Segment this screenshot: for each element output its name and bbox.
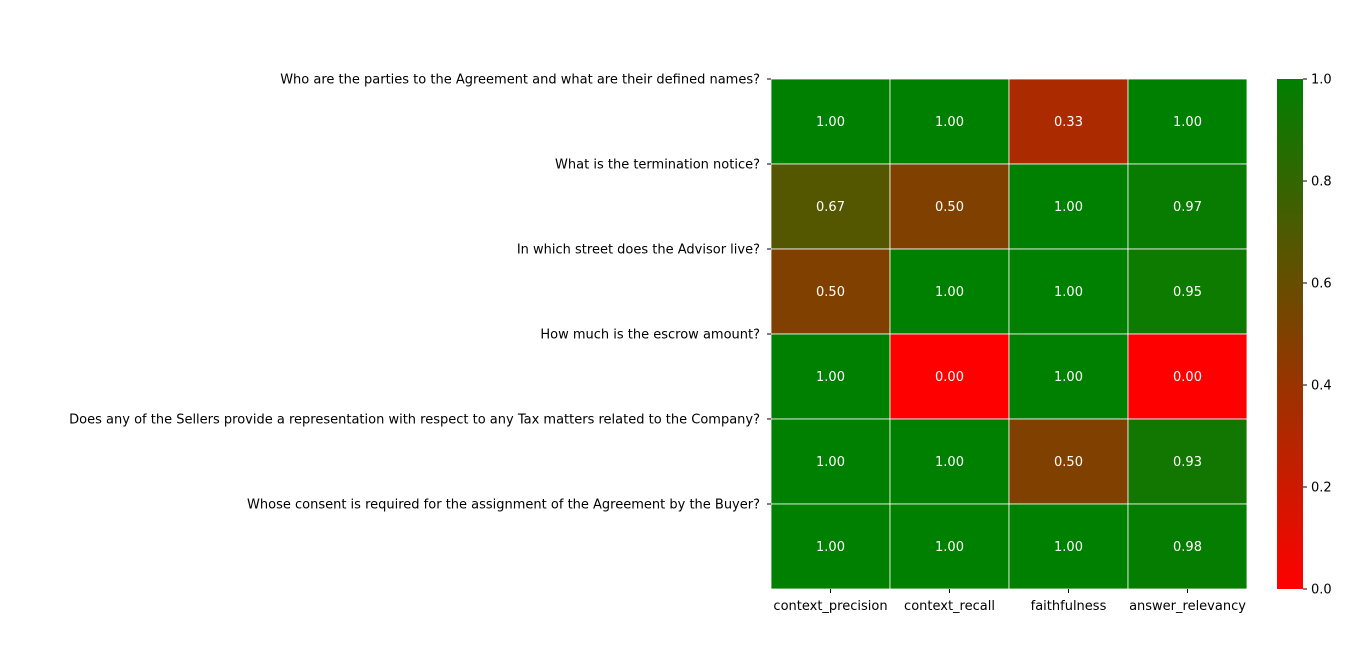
heatmap-cell bbox=[770, 163, 891, 250]
colorbar-tick-label: 0.2 bbox=[1311, 481, 1332, 496]
heatmap-cell bbox=[1008, 78, 1129, 165]
heatmap-cell bbox=[1008, 418, 1129, 505]
cell-value-label: 0.50 bbox=[1054, 455, 1083, 470]
cell-value-label: 1.00 bbox=[1054, 370, 1083, 385]
y-tick-label: Whose consent is required for the assign… bbox=[247, 498, 760, 513]
x-axis: context_precision context_recall faithfuln… bbox=[773, 589, 1246, 614]
cell-value-label: 0.00 bbox=[1173, 370, 1202, 385]
cell-value-label: 1.00 bbox=[935, 540, 964, 555]
cell-value-label: 0.67 bbox=[816, 200, 845, 215]
y-tick-label: How much is the escrow amount? bbox=[540, 328, 760, 343]
cell-value-label: 0.50 bbox=[816, 285, 845, 300]
heatmap-cell bbox=[889, 418, 1010, 505]
x-tick-label: answer_relevancy bbox=[1129, 599, 1246, 614]
heatmap-cell bbox=[770, 418, 891, 505]
colorbar-gradient bbox=[1277, 79, 1303, 589]
y-axis: Who are the parties to the Agreement and… bbox=[69, 73, 771, 513]
x-tick-label: faithfulness bbox=[1031, 599, 1107, 614]
heatmap-cell bbox=[889, 503, 1010, 590]
cell-value-label: 1.00 bbox=[816, 115, 845, 130]
cell-value-label: 1.00 bbox=[816, 540, 845, 555]
cell-value-label: 1.00 bbox=[1054, 540, 1083, 555]
heatmap-cells bbox=[770, 78, 1248, 590]
heatmap-cell bbox=[770, 78, 891, 165]
cell-value-label: 1.00 bbox=[1054, 200, 1083, 215]
x-tick-label: context_precision bbox=[773, 599, 887, 614]
heatmap-cell bbox=[1127, 78, 1248, 165]
cell-value-label: 1.00 bbox=[816, 370, 845, 385]
colorbar: 0.0 0.2 0.4 0.6 0.8 1.0 bbox=[1277, 73, 1332, 598]
y-tick-label: Does any of the Sellers provide a repres… bbox=[69, 413, 760, 428]
colorbar-tick-label: 0.0 bbox=[1311, 583, 1332, 598]
cell-value-label: 0.95 bbox=[1173, 285, 1202, 300]
colorbar-tick-label: 0.6 bbox=[1311, 277, 1332, 292]
heatmap-cell bbox=[1008, 333, 1129, 420]
colorbar-tick-label: 0.4 bbox=[1311, 379, 1332, 394]
heatmap-cell bbox=[889, 78, 1010, 165]
heatmap-cell bbox=[770, 503, 891, 590]
heatmap-cell bbox=[889, 333, 1010, 420]
y-tick-label: What is the termination notice? bbox=[555, 158, 760, 173]
heatmap-cell bbox=[1127, 333, 1248, 420]
heatmap-cell bbox=[1127, 163, 1248, 250]
cell-value-label: 1.00 bbox=[1173, 115, 1202, 130]
heatmap-cell-labels: 1.00 1.00 0.33 1.00 0.67 0.50 1.00 0.97 0.50 1.00… bbox=[816, 115, 1202, 555]
cell-value-label: 1.00 bbox=[1054, 285, 1083, 300]
cell-value-label: 0.98 bbox=[1173, 540, 1202, 555]
cell-value-label: 1.00 bbox=[816, 455, 845, 470]
heatmap-cell bbox=[1127, 248, 1248, 335]
y-tick-label: Who are the parties to the Agreement and… bbox=[280, 73, 760, 88]
cell-value-label: 0.50 bbox=[935, 200, 964, 215]
colorbar-tick-label: 1.0 bbox=[1311, 73, 1332, 88]
heatmap-cell bbox=[889, 163, 1010, 250]
colorbar-tick-label: 0.8 bbox=[1311, 175, 1332, 190]
cell-value-label: 1.00 bbox=[935, 285, 964, 300]
cell-value-label: 1.00 bbox=[935, 115, 964, 130]
heatmap-cell bbox=[770, 333, 891, 420]
heatmap-cell bbox=[1008, 503, 1129, 590]
cell-value-label: 1.00 bbox=[935, 455, 964, 470]
heatmap-cell bbox=[1127, 503, 1248, 590]
cell-value-label: 0.33 bbox=[1054, 115, 1083, 130]
y-tick-label: In which street does the Advisor live? bbox=[517, 243, 760, 258]
cell-value-label: 0.00 bbox=[935, 370, 964, 385]
cell-value-label: 0.97 bbox=[1173, 200, 1202, 215]
x-tick-label: context_recall bbox=[904, 599, 995, 614]
heatmap-cell bbox=[889, 248, 1010, 335]
heatmap-cell bbox=[1127, 418, 1248, 505]
cell-value-label: 0.93 bbox=[1173, 455, 1202, 470]
